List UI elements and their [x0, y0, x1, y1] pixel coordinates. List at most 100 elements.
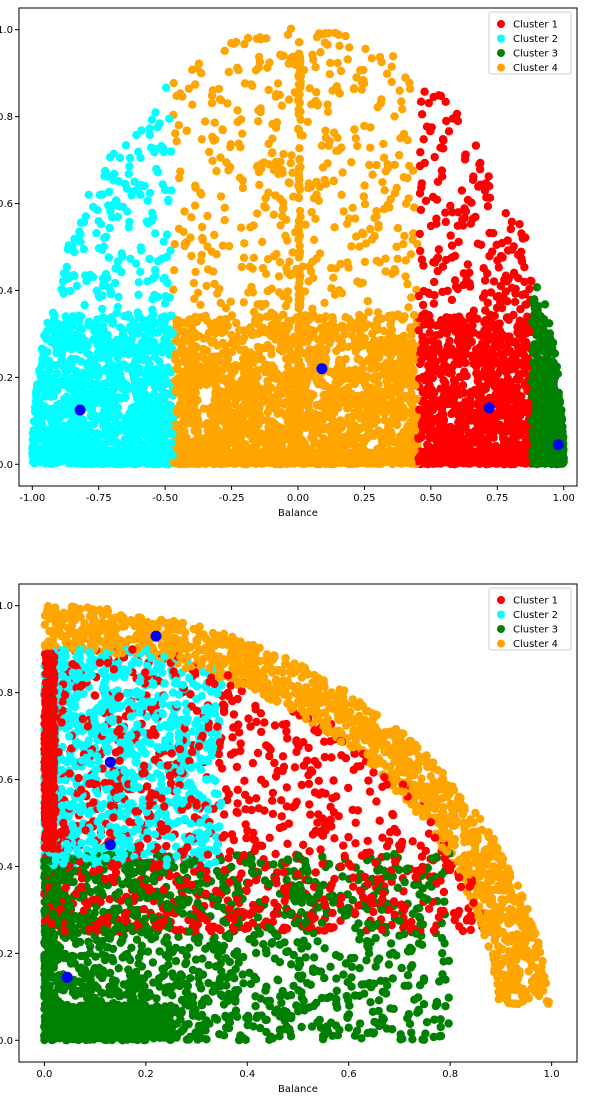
scatter-point-cluster-2 — [121, 342, 131, 351]
scatter-point-cluster-2 — [61, 312, 70, 321]
scatter-point-cluster-1 — [419, 135, 428, 144]
scatter-point-cluster-4 — [376, 341, 386, 350]
scatter-point-cluster-1 — [489, 277, 499, 286]
scatter-point-cluster-4 — [382, 69, 392, 78]
scatter-point-cluster-4 — [234, 406, 243, 415]
scatter-point-cluster-4 — [379, 409, 388, 418]
scatter-point-cluster-4 — [247, 399, 256, 408]
scatter-point-cluster-2 — [137, 338, 146, 348]
scatter-point-cluster-2 — [44, 438, 53, 447]
scatter-point-cluster-1 — [434, 245, 444, 254]
scatter-point-cluster-2 — [72, 281, 82, 290]
scatter-point-cluster-1 — [440, 385, 449, 394]
scatter-point-cluster-1 — [417, 419, 426, 428]
scatter-point-cluster-4 — [400, 411, 409, 420]
scatter-point-cluster-1 — [521, 343, 530, 352]
scatter-point-cluster-4 — [197, 222, 207, 232]
scatter-point-cluster-2 — [34, 428, 44, 437]
scatter-point-cluster-1 — [419, 320, 428, 329]
scatter-point-cluster-1 — [428, 192, 438, 202]
scatter-point-cluster-2 — [121, 335, 130, 344]
scatter-point-cluster-4 — [194, 59, 204, 68]
scatter-point-cluster-4 — [405, 84, 415, 94]
scatter-point-cluster-1 — [487, 356, 496, 366]
scatter-point-cluster-4 — [181, 318, 190, 327]
scatter-point-cluster-1 — [501, 359, 510, 369]
scatter-point-cluster-4 — [317, 141, 327, 150]
scatter-point-cluster-4 — [277, 101, 287, 110]
scatter-point-cluster-1 — [507, 217, 517, 226]
scatter-point-cluster-4 — [227, 347, 237, 357]
scatter-point-cluster-4 — [388, 311, 397, 320]
scatter-point-cluster-4 — [316, 48, 325, 57]
scatter-point-cluster-2 — [84, 397, 93, 406]
scatter-point-cluster-4 — [255, 315, 264, 324]
scatter-point-cluster-2 — [118, 202, 128, 211]
scatter-point-cluster-4 — [329, 273, 338, 282]
scatter-point-cluster-4 — [175, 173, 184, 183]
scatter-point-cluster-2 — [148, 274, 158, 283]
scatter-point-cluster-4 — [187, 325, 197, 335]
scatter-point-cluster-4 — [232, 432, 241, 441]
scatter-point-cluster-2 — [162, 230, 172, 239]
scatter-point-cluster-4 — [401, 199, 411, 208]
scatter-point-cluster-4 — [305, 84, 314, 93]
scatter-point-cluster-4 — [370, 213, 379, 223]
scatter-point-cluster-4 — [304, 262, 314, 271]
scatter-point-cluster-4 — [323, 40, 332, 49]
scatter-point-cluster-1 — [469, 328, 478, 337]
scatter-point-cluster-4 — [238, 336, 247, 346]
scatter-point-cluster-4 — [333, 58, 342, 68]
scatter-point-cluster-1 — [439, 136, 448, 145]
scatter-point-cluster-2 — [67, 416, 77, 426]
scatter-point-cluster-4 — [337, 289, 347, 298]
scatter-point-cluster-2 — [60, 287, 70, 296]
scatter-point-cluster-4 — [392, 415, 402, 424]
scatter-point-cluster-4 — [260, 158, 269, 167]
scatter-point-cluster-1 — [426, 221, 436, 231]
scatter-point-cluster-4 — [380, 186, 389, 195]
scatter-point-cluster-4 — [221, 410, 230, 419]
scatter-point-cluster-4 — [261, 299, 270, 309]
scatter-point-cluster-1 — [474, 182, 483, 191]
scatter-point-cluster-2 — [146, 365, 156, 374]
scatter-point-cluster-4 — [221, 304, 231, 313]
scatter-point-cluster-4 — [211, 392, 220, 402]
scatter-point-cluster-1 — [474, 407, 483, 416]
scatter-point-cluster-1 — [506, 377, 515, 387]
scatter-point-cluster-1 — [517, 254, 526, 263]
scatter-point-cluster-1 — [484, 172, 493, 181]
scatter-point-cluster-4 — [203, 265, 213, 274]
scatter-point-cluster-2 — [53, 369, 62, 378]
scatter-point-cluster-4 — [315, 411, 324, 420]
scatter-point-cluster-2 — [93, 429, 102, 438]
scatter-point-cluster-4 — [345, 428, 355, 437]
scatter-point-cluster-1 — [508, 396, 517, 405]
scatter-point-cluster-1 — [514, 397, 524, 406]
scatter-point-cluster-4 — [226, 297, 235, 306]
scatter-point-cluster-2 — [122, 380, 131, 389]
scatter-point-cluster-2 — [106, 396, 115, 405]
scatter-point-cluster-4 — [214, 399, 223, 408]
scatter-point-cluster-4 — [226, 142, 235, 152]
scatter-point-cluster-4 — [285, 257, 294, 266]
scatter-point-cluster-2 — [168, 329, 177, 339]
scatter-point-cluster-4 — [238, 176, 247, 185]
scatter-point-cluster-2 — [104, 187, 114, 197]
scatter-point-cluster-4 — [205, 147, 214, 157]
scatter-point-cluster-1 — [507, 420, 516, 430]
scatter-point-cluster-1 — [515, 220, 524, 229]
scatter-point-cluster-4 — [326, 58, 335, 68]
scatter-point-cluster-4 — [407, 373, 417, 382]
scatter-point-cluster-4 — [393, 407, 402, 416]
scatter-point-cluster-1 — [416, 205, 426, 215]
scatter-point-cluster-1 — [523, 439, 532, 448]
scatter-point-cluster-2 — [62, 270, 71, 279]
scatter-point-cluster-4 — [254, 52, 264, 62]
scatter-point-cluster-2 — [77, 357, 86, 366]
scatter-point-cluster-2 — [153, 328, 162, 337]
scatter-point-cluster-4 — [207, 321, 217, 330]
scatter-point-cluster-4 — [338, 168, 347, 177]
scatter-point-cluster-4 — [351, 347, 360, 356]
scatter-point-cluster-4 — [184, 84, 194, 93]
